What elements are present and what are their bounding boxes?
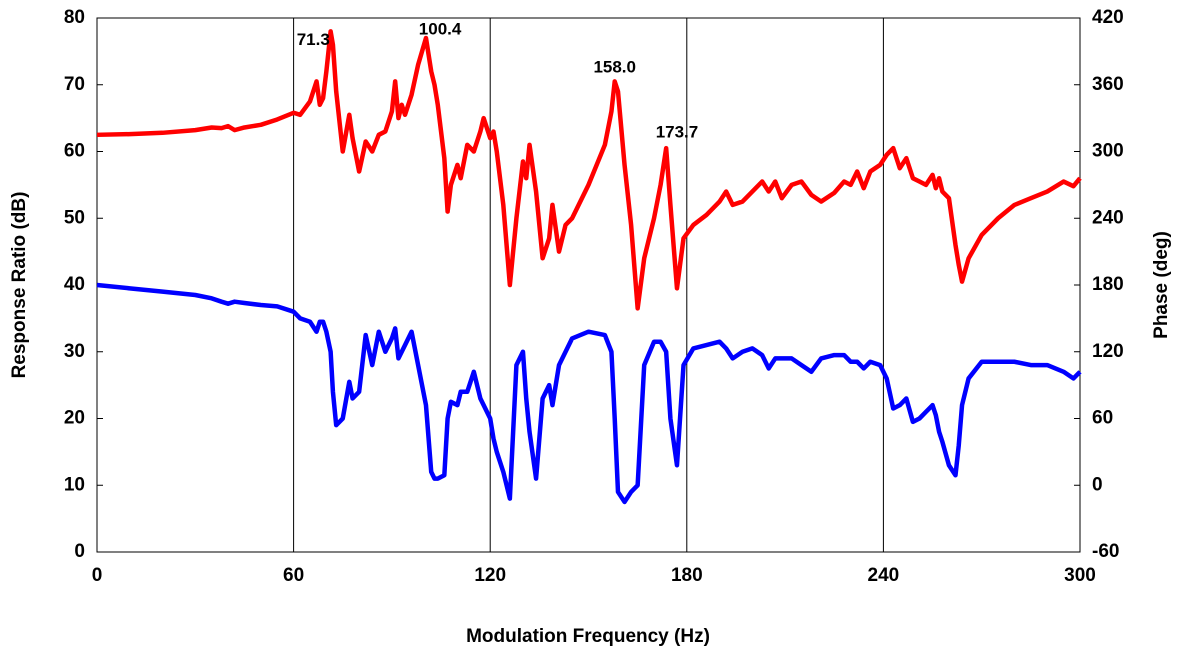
y2-tick-label: 240 [1092, 207, 1124, 228]
y-tick-label: 30 [64, 341, 85, 362]
x-axis-title: Modulation Frequency (Hz) [466, 626, 710, 647]
x-tick-label: 180 [671, 565, 703, 586]
y-tick-label: 20 [64, 408, 85, 429]
y-tick-label: 50 [64, 207, 85, 228]
y2-tick-label: -60 [1092, 541, 1119, 562]
plot-frame [96, 17, 1081, 553]
x-tick-label: 60 [283, 565, 304, 586]
peak-annotation: 158.0 [593, 58, 636, 77]
y2-tick-label: 360 [1092, 74, 1124, 95]
data-line [96, 282, 1082, 505]
y2-tick-label: 180 [1092, 274, 1124, 295]
y-tick-label: 60 [64, 141, 85, 162]
peak-annotation: 71.3 [297, 30, 330, 49]
y-tick-label: 0 [74, 541, 85, 562]
y2-axis-title: Phase (deg) [1151, 231, 1172, 339]
y2-tick-label: 420 [1092, 7, 1124, 28]
peak-annotation: 173.7 [656, 122, 699, 141]
y-tick-label: 40 [64, 274, 85, 295]
x-tick-label: 240 [868, 565, 900, 586]
data-line [96, 29, 1082, 311]
y2-tick-label: 300 [1092, 141, 1124, 162]
y-tick-label: 80 [64, 7, 85, 28]
y-axis-title: Response Ratio (dB) [9, 192, 30, 379]
x-tick-label: 300 [1064, 565, 1096, 586]
y2-tick-label: 120 [1092, 341, 1124, 362]
x-tick-label: 120 [474, 565, 506, 586]
y2-tick-label: 0 [1092, 474, 1103, 495]
peak-annotation: 100.4 [419, 19, 462, 38]
y-tick-label: 10 [64, 474, 85, 495]
y2-tick-label: 60 [1092, 408, 1113, 429]
x-tick-label: 0 [92, 565, 103, 586]
y-tick-label: 70 [64, 74, 85, 95]
